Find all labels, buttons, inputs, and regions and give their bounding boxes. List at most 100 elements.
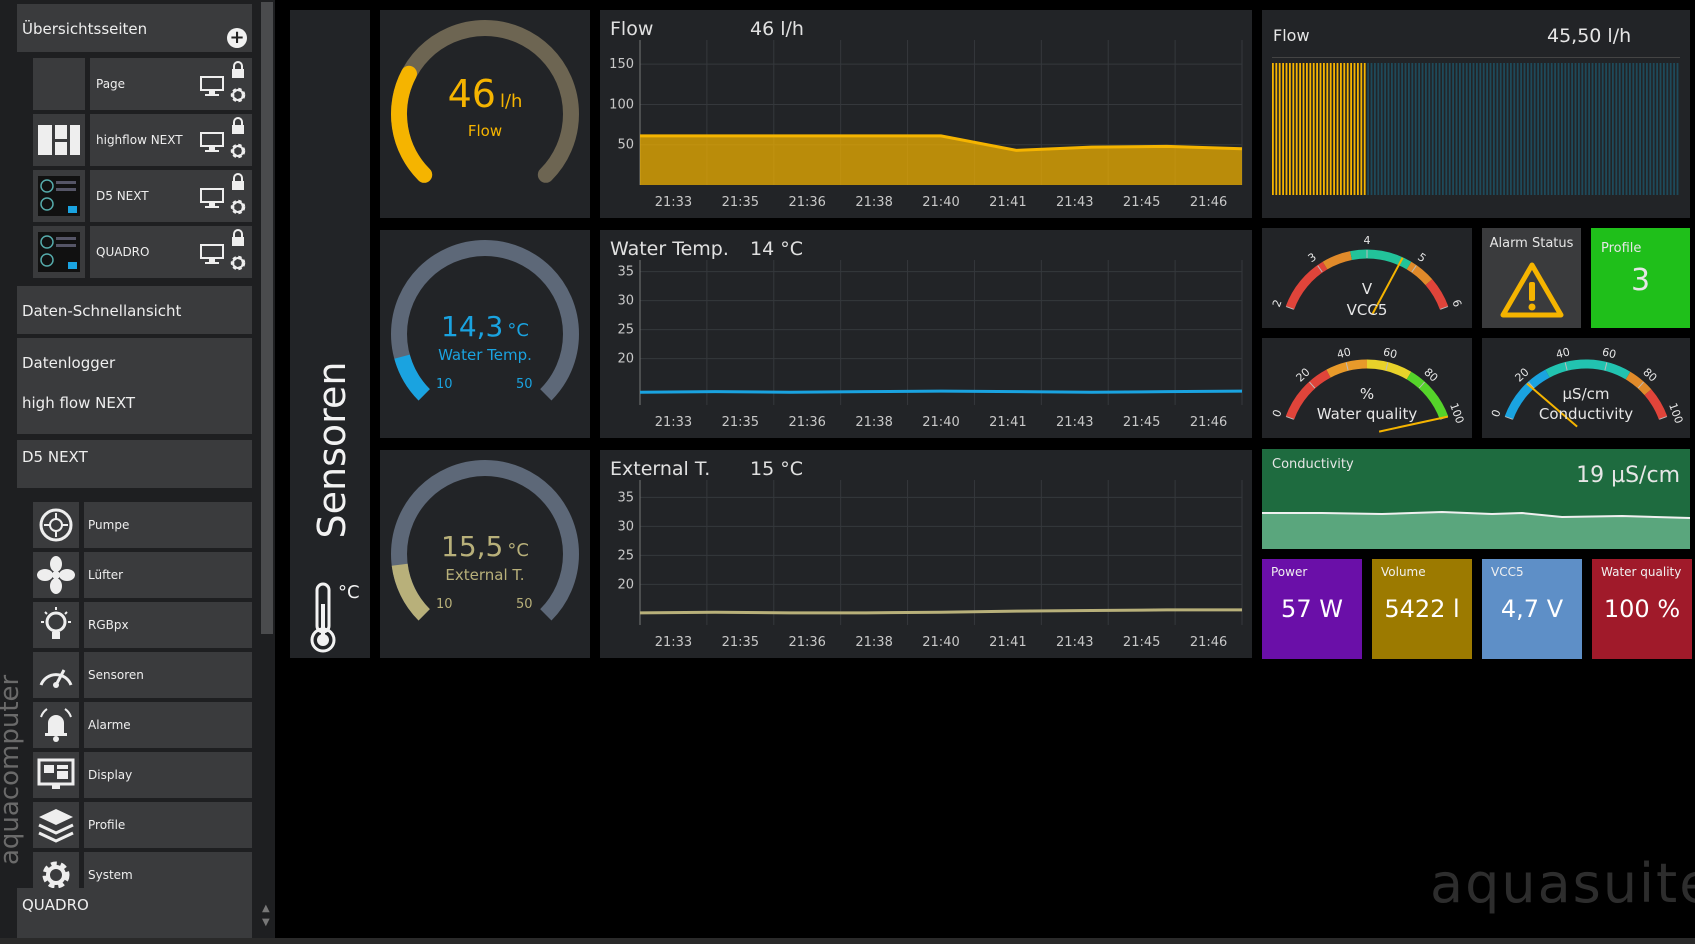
flow-bar-segment <box>1333 63 1335 195</box>
flow-bar-segment <box>1431 63 1434 195</box>
y-tick-label: 150 <box>609 57 634 72</box>
pump-icon <box>39 508 73 542</box>
gauge-tick <box>1604 362 1608 371</box>
tool-item[interactable]: Pumpe <box>84 502 252 548</box>
gear-icon[interactable] <box>228 253 248 273</box>
page-thumbnail[interactable] <box>33 58 85 110</box>
gauge-value-unit: l/h <box>499 91 523 112</box>
flow-bar-segment <box>1367 63 1369 195</box>
lock-icon[interactable] <box>230 117 246 135</box>
flow-bar-segment <box>1632 63 1635 195</box>
x-tick-label: 21:40 <box>922 635 959 650</box>
flow-bar-segment <box>1499 63 1502 195</box>
flow-bar-segment <box>1435 63 1437 195</box>
gauge-value-number: 14,3 <box>441 310 504 343</box>
page-item[interactable]: D5 NEXT <box>90 170 252 222</box>
chart-plot: 35 30 25 20 21:33 21:35 21:36 21:38 21:40 21:41 21… <box>617 260 1243 430</box>
page-thumbnail[interactable] <box>33 170 85 222</box>
sidebar-section[interactable]: D5 NEXT <box>17 440 252 488</box>
page-item[interactable]: Page <box>90 58 252 110</box>
stat-tile: Power 57 W <box>1262 559 1362 659</box>
page-thumbnail[interactable] <box>33 226 85 278</box>
page-item[interactable]: QUADRO <box>90 226 252 278</box>
stat-tile: Volume 5422 l <box>1372 559 1472 659</box>
page-item-label: QUADRO <box>96 245 150 259</box>
overview-pages-header[interactable]: Übersichtsseiten <box>17 4 252 52</box>
flow-bar-segment <box>1350 63 1352 195</box>
gauge-label: External T. <box>445 566 525 584</box>
tool-icon-box[interactable] <box>33 602 79 648</box>
flow-bar-segment <box>1278 63 1281 195</box>
monitor-icon[interactable] <box>200 244 224 264</box>
stat-tile-label: Power <box>1271 565 1308 579</box>
gauge-tick-label: 40 <box>1555 345 1572 361</box>
profile-tile[interactable]: Profile 3 <box>1591 228 1690 328</box>
gauge-band <box>1406 371 1449 420</box>
tool-item[interactable]: Display <box>84 752 252 798</box>
sidebar-section-label: high flow NEXT <box>22 394 136 412</box>
flow-bar-segment <box>1571 63 1573 195</box>
tool-item[interactable]: Sensoren <box>84 652 252 698</box>
lock-icon[interactable] <box>230 61 246 79</box>
sidebar-section[interactable]: high flow NEXT <box>17 386 252 434</box>
sidebar-section[interactable]: Daten-Schnellansicht <box>17 286 252 334</box>
flow-bar-segment <box>1469 63 1471 195</box>
quadro-section[interactable]: QUADRO <box>17 888 252 938</box>
monitor-icon[interactable] <box>200 188 224 208</box>
tool-icon-box[interactable] <box>33 502 79 548</box>
tool-icon-box[interactable] <box>33 702 79 748</box>
monitor-icon[interactable] <box>200 76 224 96</box>
tool-item[interactable]: RGBpx <box>84 602 252 648</box>
tool-item[interactable]: Lüfter <box>84 552 252 598</box>
lightbulb-icon <box>41 607 71 639</box>
scroll-arrows-icon[interactable]: ▲ ▼ <box>262 903 270 928</box>
monitor-icon[interactable] <box>200 132 224 152</box>
sidebar-scrollbar[interactable] <box>261 2 273 634</box>
sidebar-section[interactable]: Datenlogger <box>17 338 252 386</box>
lock-icon[interactable] <box>230 229 246 247</box>
vertical-brand: aquacomputer <box>0 674 25 865</box>
alarm-status-tile[interactable]: Alarm Status <box>1482 228 1581 328</box>
flow-bar-divider <box>1272 57 1680 58</box>
tool-item[interactable]: Alarme <box>84 702 252 748</box>
gauge-min: 10 <box>436 597 453 612</box>
add-page-icon[interactable]: + <box>227 28 247 48</box>
gear-icon[interactable] <box>228 197 248 217</box>
dashboard-thumbnail-icon <box>38 176 80 216</box>
flow-bar-segment <box>1666 63 1669 195</box>
quadro-section-label: QUADRO <box>22 896 89 914</box>
tool-icon-box[interactable] <box>33 552 79 598</box>
gauge-tick <box>1317 265 1323 273</box>
flow-bar-segment <box>1656 63 1658 195</box>
gauge-band <box>1285 369 1331 420</box>
page-thumbnail[interactable] <box>33 114 85 166</box>
gauge-tick-label: 4 <box>1364 234 1371 247</box>
tool-icon-box[interactable] <box>33 752 79 798</box>
gear-icon[interactable] <box>228 85 248 105</box>
x-tick-label: 21:46 <box>1190 635 1227 650</box>
gauge-tick <box>1418 381 1425 389</box>
gauge-tick-label: 5 <box>1415 250 1428 265</box>
flow-bar-segment <box>1448 63 1451 195</box>
flow-bar-segment <box>1442 63 1444 195</box>
tool-icon-box[interactable] <box>33 802 79 848</box>
flow-bar-segment <box>1578 63 1580 195</box>
aquasuite-watermark: aquasuite <box>1430 852 1695 915</box>
flow-bar-segment <box>1523 63 1526 195</box>
page-item[interactable]: highflow NEXT <box>90 114 252 166</box>
gauge-band <box>1350 249 1412 270</box>
gear-icon[interactable] <box>228 141 248 161</box>
lock-icon[interactable] <box>230 173 246 191</box>
tool-item[interactable]: Profile <box>84 802 252 848</box>
flow-bar-segment <box>1370 63 1373 195</box>
tool-icon-box[interactable] <box>33 652 79 698</box>
flow-bar-segment <box>1574 63 1577 195</box>
radial-gauge-tile: 46 l/h Flow <box>380 10 590 218</box>
flow-bar-segment <box>1588 63 1590 195</box>
chart-title: Water Temp. <box>610 238 729 260</box>
flow-bar-segment <box>1285 63 1288 195</box>
flow-bar-segment <box>1584 63 1587 195</box>
conductivity-tile: Conductivity 19 µS/cm <box>1262 449 1690 549</box>
flow-bar-segment <box>1343 63 1346 195</box>
y-tick-label: 35 <box>617 265 634 280</box>
